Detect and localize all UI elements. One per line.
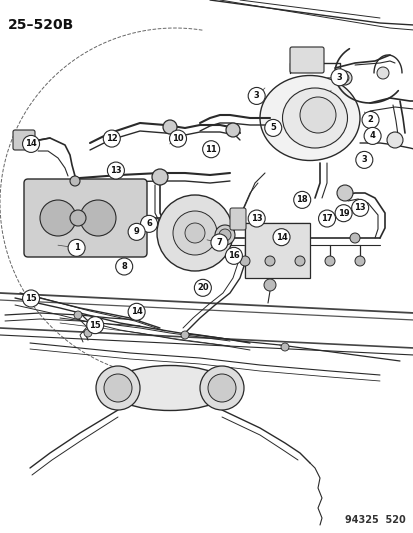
Circle shape [376,67,388,79]
Circle shape [103,130,120,147]
Circle shape [84,329,92,337]
Text: 14: 14 [131,308,142,316]
Text: 7: 7 [216,238,222,247]
Ellipse shape [259,76,359,160]
Circle shape [318,210,335,227]
Text: 3: 3 [336,73,342,82]
Circle shape [386,132,402,148]
Circle shape [264,256,274,266]
Circle shape [169,130,186,147]
Circle shape [363,127,380,144]
Circle shape [140,215,157,232]
Text: 12: 12 [106,134,117,143]
Circle shape [225,247,242,264]
Circle shape [334,205,351,222]
Text: 8: 8 [121,262,127,271]
Circle shape [355,151,372,168]
Circle shape [96,366,140,410]
Text: 13: 13 [354,204,365,212]
Circle shape [152,169,168,185]
Circle shape [263,279,275,291]
Circle shape [299,97,335,133]
Circle shape [272,229,290,246]
Circle shape [70,210,86,226]
Circle shape [199,366,243,410]
Text: 6: 6 [146,220,152,228]
Circle shape [337,71,351,85]
Circle shape [218,229,230,241]
Circle shape [207,374,235,402]
Circle shape [324,256,334,266]
FancyBboxPatch shape [230,208,245,230]
Ellipse shape [110,366,230,410]
Text: 15: 15 [25,294,37,303]
Circle shape [349,233,359,243]
Circle shape [22,135,40,152]
Circle shape [40,200,76,236]
Circle shape [351,199,368,216]
Circle shape [80,200,116,236]
Text: 1: 1 [74,244,79,252]
Circle shape [293,191,310,208]
FancyBboxPatch shape [24,179,147,257]
Circle shape [264,119,281,136]
Circle shape [340,74,348,82]
Circle shape [115,258,133,275]
Circle shape [354,256,364,266]
Text: 14: 14 [25,140,37,148]
Text: 5: 5 [270,124,275,132]
Text: 10: 10 [172,134,183,143]
Circle shape [330,69,347,86]
Circle shape [247,210,265,227]
Circle shape [294,256,304,266]
Circle shape [70,176,80,186]
Text: 20: 20 [197,284,208,292]
Circle shape [180,331,189,339]
Text: 16: 16 [228,252,239,260]
Circle shape [74,311,82,319]
Text: 13: 13 [110,166,121,175]
Text: 14: 14 [275,233,287,241]
Circle shape [157,195,233,271]
Circle shape [194,279,211,296]
Circle shape [86,317,104,334]
Text: 25–520B: 25–520B [8,18,74,32]
Circle shape [247,87,265,104]
Circle shape [202,141,219,158]
Text: 11: 11 [205,145,216,154]
Text: 2: 2 [367,116,373,124]
Circle shape [107,162,124,179]
Text: 13: 13 [250,214,262,223]
Circle shape [210,234,228,251]
Text: 18: 18 [296,196,307,204]
FancyBboxPatch shape [289,47,323,73]
Text: 17: 17 [320,214,332,223]
Circle shape [22,290,40,307]
Circle shape [240,256,249,266]
Text: 9: 9 [133,228,139,236]
Ellipse shape [282,88,347,148]
Text: 19: 19 [337,209,349,217]
Circle shape [336,185,352,201]
Bar [244,223,309,278]
Circle shape [163,120,177,134]
Circle shape [128,223,145,240]
Circle shape [185,223,204,243]
Text: 94325  520: 94325 520 [344,515,405,525]
Text: 4: 4 [369,132,375,140]
Circle shape [280,343,288,351]
Circle shape [68,239,85,256]
Circle shape [361,111,378,128]
Circle shape [128,303,145,320]
Text: 15: 15 [89,321,101,329]
Circle shape [104,374,132,402]
FancyBboxPatch shape [13,130,35,150]
Circle shape [225,123,240,137]
Text: 3: 3 [253,92,259,100]
Circle shape [173,211,216,255]
Text: 3: 3 [361,156,366,164]
Circle shape [214,225,235,245]
